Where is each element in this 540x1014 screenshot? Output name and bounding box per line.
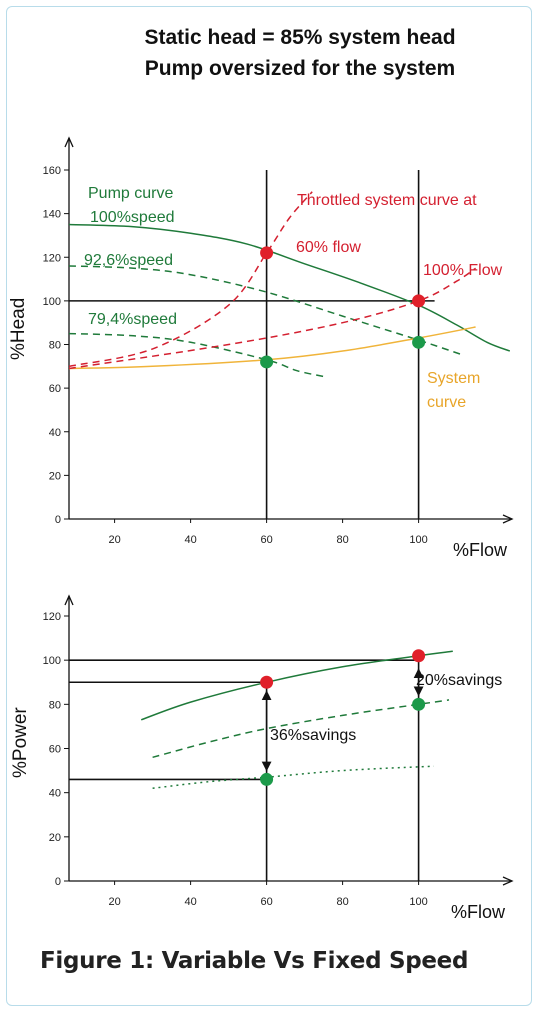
head-series-throttled100 xyxy=(68,267,477,370)
pump-curve-label-line2: 100%speed xyxy=(90,209,175,226)
head-flow-chart: %Flow %Head Pump curve 100%speed 92,6%sp… xyxy=(8,136,514,560)
head-y-tick-label: 100 xyxy=(43,296,61,308)
head-y-tick-label: 140 xyxy=(43,209,61,221)
head-ylabel: %Head xyxy=(8,298,29,360)
head-series-pump100 xyxy=(68,223,511,352)
figure-title-line1: Static head = 85% system head xyxy=(144,26,456,49)
figure-frame xyxy=(6,6,532,1006)
head-operating-point-green-60 xyxy=(260,355,274,369)
head-operating-point-red-100 xyxy=(412,294,426,308)
pump-curve-label-line1: Pump curve xyxy=(88,185,173,202)
head-x-tick-label: 60 xyxy=(260,534,272,546)
throttled-label-line1: Throttled system curve at xyxy=(297,192,477,209)
head-series-pump926 xyxy=(68,265,465,357)
head-y-tick-label: 160 xyxy=(43,165,61,177)
head-x-axis-arrow xyxy=(502,514,514,524)
head-y-tick-label: 0 xyxy=(55,514,61,526)
head-y-tick-label: 20 xyxy=(49,470,61,482)
head-y-axis-arrow xyxy=(64,136,74,148)
system-curve-label-line2: curve xyxy=(427,394,466,411)
head-x-tick-label: 80 xyxy=(336,534,348,546)
head-y-tick-label: 40 xyxy=(49,427,61,439)
head-y-tick-label: 120 xyxy=(43,252,61,264)
head-xlabel: %Flow xyxy=(453,540,508,560)
throttled-label-line2: 60% flow xyxy=(296,239,361,256)
head-y-tick-label: 80 xyxy=(49,340,61,352)
head-x-tick-label: 100 xyxy=(409,534,427,546)
head-operating-point-green-100 xyxy=(412,335,426,349)
speed-926-label: 92,6%speed xyxy=(84,252,173,269)
head-x-tick-label: 20 xyxy=(108,534,120,546)
head-x-tick-label: 40 xyxy=(184,534,196,546)
speed-794-label: 79,4%speed xyxy=(88,311,177,328)
figure-caption: Figure 1: Variable Vs Fixed Speed xyxy=(40,948,469,974)
system-curve-label-line1: System xyxy=(427,370,480,387)
head-operating-point-red-60 xyxy=(260,246,274,260)
head-series-throttled60 xyxy=(68,191,313,368)
head-y-tick-label: 60 xyxy=(49,383,61,395)
figure-title-line2: Pump oversized for the system xyxy=(144,57,456,80)
head-series-pump794 xyxy=(68,332,328,378)
flow-100-label: 100% Flow xyxy=(423,262,503,279)
